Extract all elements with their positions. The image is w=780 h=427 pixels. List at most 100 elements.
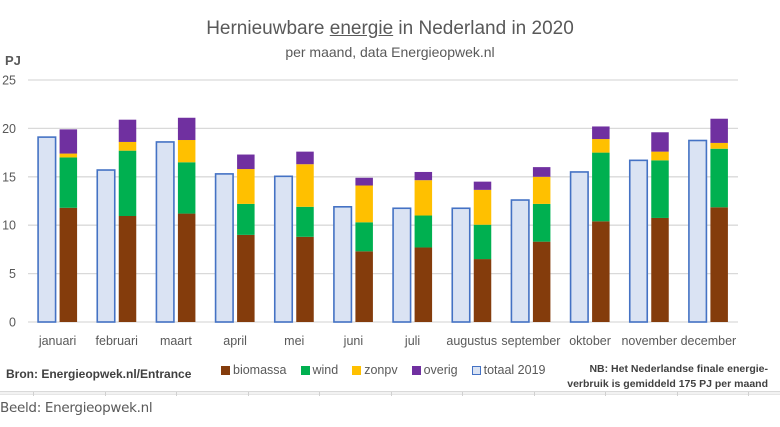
x-tick-label-mei: mei xyxy=(284,334,304,348)
bar-biomassa-december xyxy=(710,207,728,322)
bar-zonpv-augustus xyxy=(473,189,492,225)
bar-totaal-2019-maart xyxy=(155,141,175,323)
x-tick-label-augustus: augustus xyxy=(446,334,497,348)
cell-divider xyxy=(104,392,106,396)
bar-overig-december xyxy=(710,118,728,143)
bar-overig-april xyxy=(237,154,255,170)
bar-zonpv-april xyxy=(237,169,255,204)
x-tick-label-oktober: oktober xyxy=(569,334,611,348)
bar-wind-mei xyxy=(296,206,314,237)
legend-swatch-overig xyxy=(411,365,421,375)
note-line-1: NB: Het Nederlandse finale energie- xyxy=(589,363,768,375)
bar-biomassa-maart xyxy=(177,213,196,322)
y-axis-ticks: 0 5 10 15 20 25 xyxy=(2,74,16,330)
y-tick-label: 25 xyxy=(2,74,16,88)
bar-wind-maart xyxy=(177,162,196,214)
bar-zonpv-januari xyxy=(59,153,78,158)
spreadsheet-gridline-strip xyxy=(0,391,780,396)
legend-item-biomassa: biomassa xyxy=(221,363,287,377)
legend-label-biomassa: biomassa xyxy=(233,363,287,377)
bar-wind-april xyxy=(237,203,255,235)
legend-swatch-totaal-2019 xyxy=(471,365,481,375)
bar-zonpv-juli xyxy=(414,180,433,216)
cell-divider xyxy=(676,392,678,396)
bar-biomassa-september xyxy=(532,241,551,322)
bar-overig-januari xyxy=(59,129,78,154)
x-tick-label-januari: januari xyxy=(38,334,77,348)
bar-overig-september xyxy=(532,167,551,177)
bar-wind-september xyxy=(532,203,551,242)
note-annotation: NB: Het Nederlandse finale energie- verb… xyxy=(567,362,768,392)
legend-label-totaal-2019: totaal 2019 xyxy=(483,363,546,377)
cell-divider xyxy=(319,392,320,396)
legend-swatch-zonpv xyxy=(352,365,362,375)
bar-biomassa-februari xyxy=(118,216,137,322)
note-line-2: verbruik is gemiddeld 175 PJ per maand xyxy=(567,378,768,390)
bars xyxy=(37,117,728,323)
bar-totaal-2019-juli xyxy=(392,207,412,323)
bar-wind-november xyxy=(651,160,669,218)
bar-zonpv-mei xyxy=(296,164,314,207)
bar-zonpv-juni xyxy=(355,185,373,223)
y-tick-label: 10 xyxy=(2,219,16,233)
y-tick-label: 20 xyxy=(2,122,16,136)
legend-item-zonpv: zonpv xyxy=(352,363,398,377)
bar-totaal-2019-september xyxy=(510,199,530,323)
bar-totaal-2019-augustus xyxy=(451,207,471,323)
y-tick-label: 5 xyxy=(9,267,16,281)
y-tick-label: 15 xyxy=(2,170,16,184)
bar-biomassa-juli xyxy=(414,247,433,322)
legend-label-wind: wind xyxy=(312,363,339,377)
bar-wind-oktober xyxy=(592,152,610,222)
bar-zonpv-september xyxy=(532,176,551,204)
bar-totaal-2019-februari xyxy=(96,169,116,323)
bar-biomassa-juni xyxy=(355,251,373,322)
x-tick-label-februari: februari xyxy=(96,334,138,348)
x-tick-label-juli: juli xyxy=(404,334,420,348)
bar-biomassa-januari xyxy=(59,207,78,322)
bar-overig-juni xyxy=(355,177,373,186)
x-tick-label-april: april xyxy=(223,334,247,348)
chart-subtitle: per maand, data Energieopwek.nl xyxy=(285,44,495,60)
bar-totaal-2019-juni xyxy=(333,206,353,323)
x-tick-label-september: september xyxy=(501,334,560,348)
chart-title: Hernieuwbare energie in Nederland in 202… xyxy=(0,18,780,40)
legend-item-overig: overig xyxy=(411,363,458,377)
cell-divider xyxy=(33,392,34,396)
bar-wind-december xyxy=(710,148,728,208)
bar-zonpv-december xyxy=(710,142,728,149)
cell-divider xyxy=(247,392,249,396)
bar-overig-februari xyxy=(118,119,137,142)
bar-zonpv-oktober xyxy=(592,139,610,153)
legend-item-totaal-2019: totaal 2019 xyxy=(471,363,546,377)
bar-totaal-2019-december xyxy=(688,139,708,323)
bar-wind-juni xyxy=(355,222,373,252)
bar-overig-mei xyxy=(296,151,314,165)
bar-zonpv-november xyxy=(651,151,669,161)
bar-totaal-2019-april xyxy=(214,173,234,323)
bar-zonpv-maart xyxy=(177,140,196,163)
x-tick-label-maart: maart xyxy=(160,334,192,348)
chart-title-part-3: in Nederland in 2020 xyxy=(393,18,574,39)
legend-label-overig: overig xyxy=(423,363,458,377)
bar-biomassa-november xyxy=(651,217,669,322)
chart-area: Hernieuwbare energie in Nederland in 202… xyxy=(0,18,780,392)
bar-biomassa-augustus xyxy=(473,259,492,322)
y-tick-label: 0 xyxy=(9,316,16,330)
cell-divider xyxy=(390,392,392,396)
x-tick-label-juni: juni xyxy=(343,334,363,348)
bar-totaal-2019-oktober xyxy=(569,171,589,323)
y-axis-unit-label: PJ xyxy=(5,53,21,68)
bar-biomassa-oktober xyxy=(592,221,610,322)
bar-overig-augustus xyxy=(473,181,492,190)
bar-totaal-2019-november xyxy=(628,159,649,323)
bar-wind-augustus xyxy=(473,224,492,260)
image-caption: Beeld: Energieopwek.nl xyxy=(0,400,153,416)
x-tick-label-december: december xyxy=(681,334,737,348)
bar-overig-maart xyxy=(177,117,196,141)
bar-wind-januari xyxy=(59,157,78,208)
legend-swatch-biomassa xyxy=(221,365,230,375)
bar-overig-oktober xyxy=(592,126,610,140)
gridlines xyxy=(28,79,738,323)
bar-wind-februari xyxy=(118,150,137,217)
